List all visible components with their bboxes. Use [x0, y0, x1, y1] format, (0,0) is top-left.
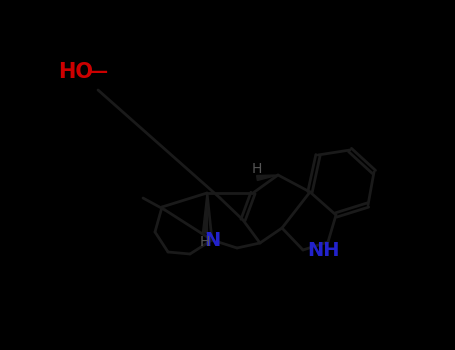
Text: H: H: [200, 235, 210, 249]
Polygon shape: [202, 193, 207, 233]
Text: NH: NH: [307, 240, 339, 259]
Text: H: H: [252, 162, 262, 176]
Text: HO: HO: [58, 62, 93, 82]
Text: N: N: [204, 231, 220, 250]
Polygon shape: [257, 175, 278, 181]
Text: —: —: [90, 63, 108, 81]
